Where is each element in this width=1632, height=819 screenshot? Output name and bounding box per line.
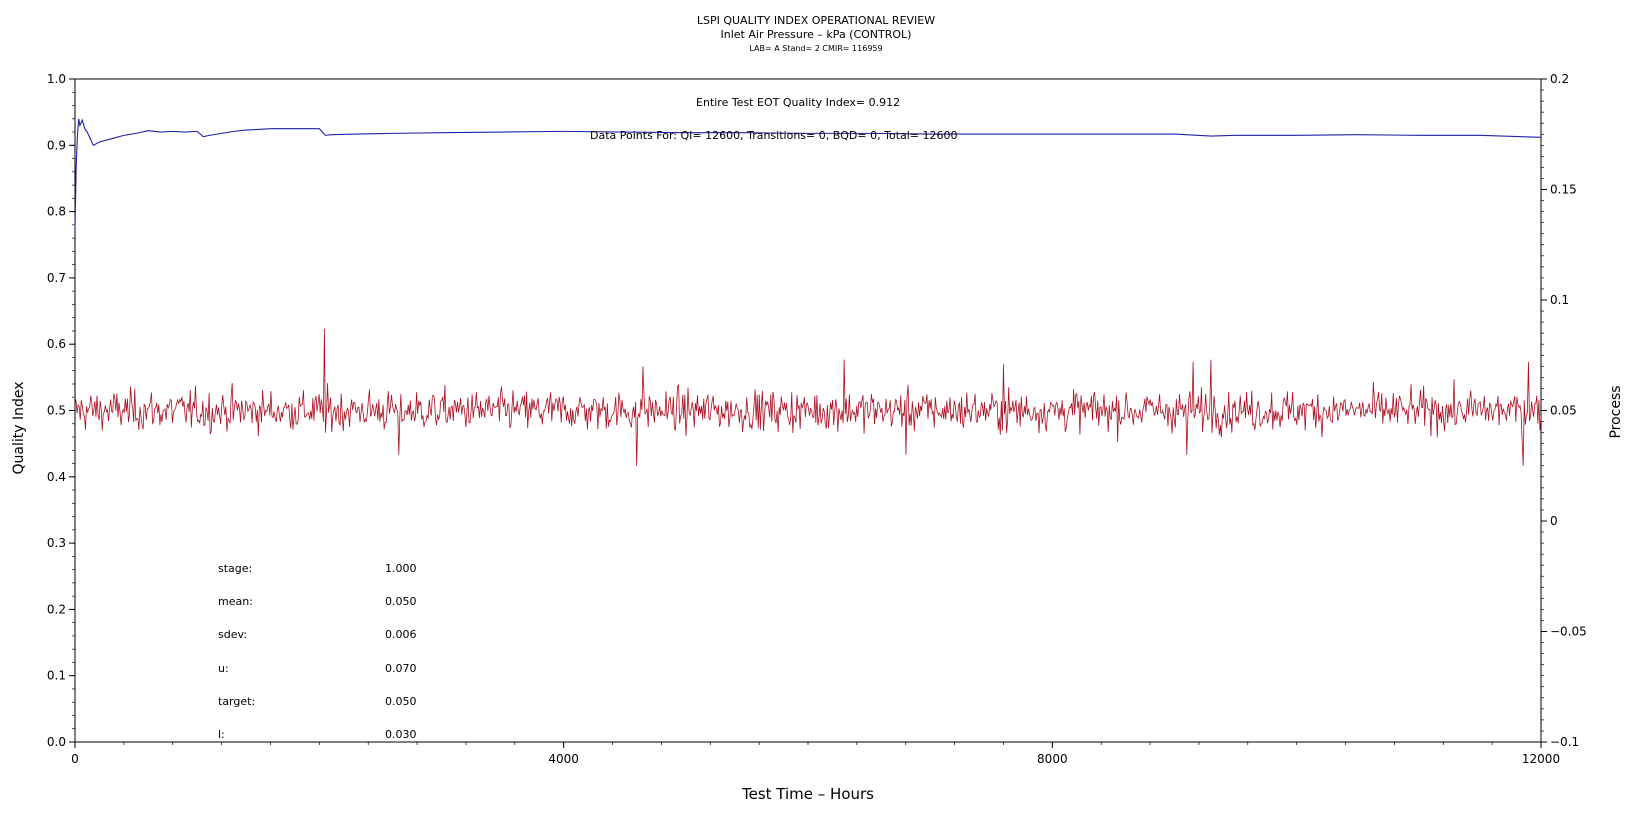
- process-series-line: [74, 328, 1542, 466]
- stat-label-l: l:: [218, 728, 225, 741]
- stat-label-sdev: sdev:: [218, 628, 247, 641]
- x-axis: 0 4000 8000 12000: [71, 742, 1560, 766]
- left-axis-tick-label: 0.4: [47, 470, 66, 484]
- data-points-annotation: Data Points For: QI= 12600, Transitions=…: [590, 129, 958, 142]
- left-axis-tick-label: 0.3: [47, 536, 66, 550]
- x-axis-tick-label: 8000: [1037, 752, 1068, 766]
- right-axis-tick-label: −0.05: [1550, 625, 1587, 639]
- y-axis-label-left: Quality Index: [11, 381, 27, 474]
- right-axis-tick-label: −0.1: [1550, 735, 1579, 749]
- chart-subtitle: Inlet Air Pressure – kPa (CONTROL): [721, 28, 912, 41]
- stat-value-mean: 0.050: [385, 595, 417, 608]
- stat-label-mean: mean:: [218, 595, 253, 608]
- right-axis-tick-label: 0.15: [1550, 183, 1577, 197]
- chart-title: LSPI QUALITY INDEX OPERATIONAL REVIEW: [697, 14, 935, 27]
- stat-label-target: target:: [218, 695, 255, 708]
- left-axis-tick-label: 0.0: [47, 735, 66, 749]
- left-axis-tick-label: 1.0: [47, 72, 66, 86]
- stat-value-u: 0.070: [385, 662, 417, 675]
- right-axis-tick-label: 0.05: [1550, 404, 1577, 418]
- left-axis: 0.0 0.1 0.2 0.3 0.4 0.5 0.6 0.7 0.8 0.9 1.0: [47, 72, 75, 749]
- quality-index-series-line: [74, 118, 1542, 229]
- left-axis-tick-label: 0.5: [47, 404, 66, 418]
- left-axis-tick-label: 0.2: [47, 602, 66, 616]
- right-axis-tick-label: 0: [1550, 514, 1558, 528]
- eot-quality-index-annotation: Entire Test EOT Quality Index= 0.912: [696, 96, 900, 109]
- stat-label-stage: stage:: [218, 562, 252, 575]
- right-axis: −0.1 −0.05 0 0.05 0.1 0.15 0.2: [1541, 72, 1587, 749]
- stat-label-u: u:: [218, 662, 229, 675]
- right-axis-tick-label: 0.1: [1550, 293, 1569, 307]
- x-axis-label: Test Time – Hours: [741, 785, 874, 803]
- chart-info: LAB= A Stand= 2 CMIR= 116959: [749, 44, 882, 53]
- stat-value-sdev: 0.006: [385, 628, 417, 641]
- stat-value-l: 0.030: [385, 728, 417, 741]
- left-axis-tick-label: 0.7: [47, 271, 66, 285]
- left-axis-tick-label: 0.6: [47, 337, 66, 351]
- stat-value-target: 0.050: [385, 695, 417, 708]
- left-axis-tick-label: 0.8: [47, 205, 66, 219]
- left-axis-tick-label: 0.9: [47, 138, 66, 152]
- left-axis-tick-label: 0.1: [47, 669, 66, 683]
- x-axis-tick-label: 0: [71, 752, 79, 766]
- right-axis-tick-label: 0.2: [1550, 72, 1569, 86]
- x-axis-tick-label: 12000: [1522, 752, 1560, 766]
- stats-table: stage: 1.000 mean: 0.050 sdev: 0.006 u: …: [218, 562, 417, 741]
- y-axis-label-right: Process: [1608, 385, 1624, 438]
- x-axis-tick-label: 4000: [548, 752, 579, 766]
- stat-value-stage: 1.000: [385, 562, 417, 575]
